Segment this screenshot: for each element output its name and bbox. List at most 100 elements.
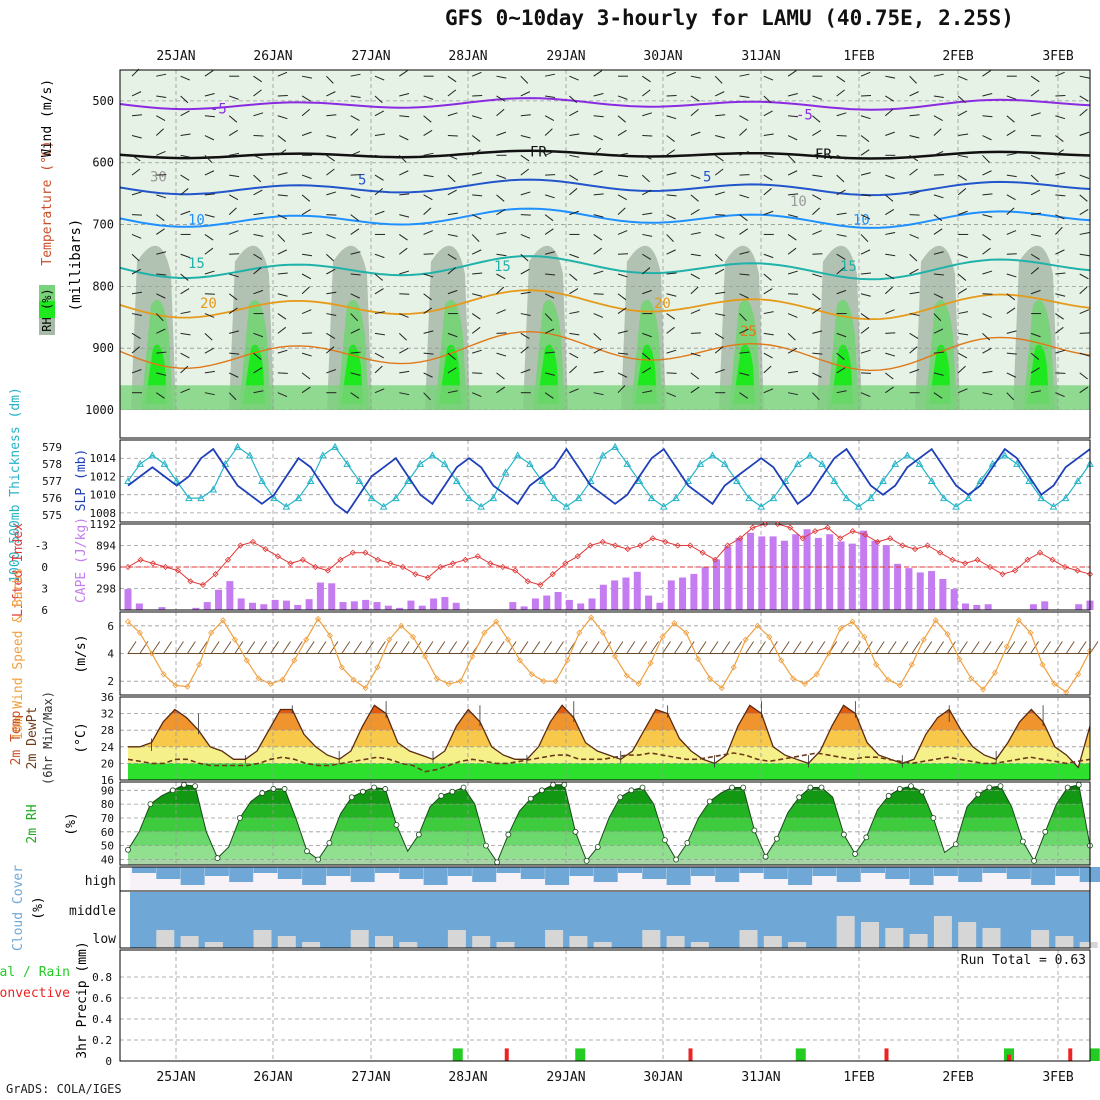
wind10m-panel: 2 4 6 bbox=[107, 611, 1099, 696]
wind10m-point bbox=[635, 680, 642, 687]
cloud-high-bar bbox=[958, 867, 983, 882]
cape-bar bbox=[362, 599, 370, 610]
pressure-tick-label: 700 bbox=[92, 218, 114, 232]
rh2m-units-label: (%) bbox=[64, 812, 79, 835]
temp2m-line bbox=[128, 704, 1091, 769]
wind-barb bbox=[933, 128, 942, 136]
wind-barb bbox=[496, 75, 507, 79]
rh2m-point bbox=[169, 787, 176, 794]
li-point bbox=[287, 560, 294, 567]
wind-barb bbox=[423, 230, 434, 235]
wind-barb bbox=[1079, 372, 1088, 380]
wind-barb bbox=[496, 352, 507, 357]
wind-barb bbox=[666, 326, 675, 334]
cloud-low-bar bbox=[253, 930, 272, 948]
wind-barb bbox=[350, 392, 360, 399]
li-point bbox=[999, 571, 1006, 578]
wind-barb bbox=[229, 95, 239, 100]
wind-barb bbox=[982, 234, 992, 241]
cape-bar bbox=[611, 580, 619, 610]
wind-barb bbox=[642, 233, 653, 237]
cloud-high-bar bbox=[666, 867, 691, 885]
cape-bar bbox=[373, 602, 381, 610]
thickness-point bbox=[647, 494, 656, 502]
temp-contour-25 bbox=[119, 330, 1091, 372]
wind10m-barb bbox=[412, 641, 422, 654]
thickness-point bbox=[672, 494, 680, 502]
temp2m-panel: 16 20 24 28 32 36 bbox=[101, 691, 1091, 787]
wind10m-barb bbox=[365, 641, 374, 654]
wind-barb bbox=[277, 234, 286, 242]
wind-barb bbox=[787, 170, 798, 176]
li-point bbox=[512, 567, 519, 574]
wind-barb bbox=[545, 273, 556, 276]
li-point bbox=[1049, 556, 1056, 563]
wind-barb bbox=[253, 112, 264, 117]
wind10m-barb bbox=[757, 641, 766, 654]
wind-barb bbox=[423, 95, 434, 100]
date-label-top: 25JAN bbox=[156, 49, 195, 64]
wind-barb bbox=[909, 346, 918, 354]
wind10m-line bbox=[127, 616, 1091, 694]
thickness-tick-label: 575 bbox=[42, 509, 62, 522]
thickness-point bbox=[769, 494, 778, 502]
wind-barb bbox=[836, 367, 846, 374]
wind-barb bbox=[399, 270, 410, 275]
thickness-point bbox=[416, 459, 425, 467]
cape-axis-label: CAPE (J/kg) bbox=[74, 517, 89, 603]
wind-barb bbox=[909, 313, 920, 317]
rh2m-point bbox=[1042, 828, 1049, 835]
wind-barb bbox=[471, 135, 481, 142]
date-label-top: 30JAN bbox=[643, 49, 682, 64]
date-label-top: 29JAN bbox=[546, 49, 585, 64]
wind-barb bbox=[666, 135, 675, 142]
wind-barb bbox=[593, 332, 602, 341]
temp-contour-5 bbox=[119, 178, 1091, 197]
wind-barb bbox=[277, 194, 288, 197]
precip-total-label: Total / Rain bbox=[0, 965, 70, 980]
wind-barb bbox=[885, 273, 895, 280]
thickness-point bbox=[209, 485, 218, 493]
wind-barb bbox=[326, 332, 336, 339]
thickness-point bbox=[172, 476, 181, 484]
wind-barb bbox=[1079, 194, 1088, 202]
wind-barb bbox=[812, 372, 822, 378]
li-point bbox=[624, 546, 631, 553]
li-point bbox=[399, 563, 406, 571]
wind-barb bbox=[860, 172, 871, 176]
wind-barb bbox=[350, 372, 361, 376]
wind-barb bbox=[180, 311, 191, 315]
cape-bar bbox=[418, 605, 426, 610]
wind-barb bbox=[350, 194, 361, 199]
wind-barb bbox=[933, 194, 944, 199]
cloud-low-bar bbox=[472, 936, 491, 948]
li-point bbox=[949, 556, 956, 563]
wind-barb bbox=[156, 392, 165, 399]
wind10m-point bbox=[279, 676, 286, 683]
wind-barb bbox=[180, 365, 189, 374]
li-point bbox=[299, 556, 306, 563]
wind10m-point bbox=[861, 633, 868, 640]
wind-barb bbox=[1079, 174, 1090, 179]
thickness-point bbox=[927, 476, 936, 484]
wind10m-point bbox=[196, 661, 203, 668]
precip-total-bar bbox=[575, 1048, 586, 1061]
wind-barb bbox=[544, 214, 554, 222]
thickness-point bbox=[1049, 502, 1058, 510]
wind-barb bbox=[277, 149, 287, 156]
temp-contour-label: 20 bbox=[200, 296, 217, 312]
cape-bar bbox=[837, 541, 845, 610]
cape-bar bbox=[1075, 604, 1083, 610]
temp-tick-label: 24 bbox=[101, 741, 115, 754]
rh-legend-swatch bbox=[39, 285, 55, 301]
wind10m-barb bbox=[555, 641, 564, 654]
wind-barb bbox=[787, 135, 798, 141]
wind-barb bbox=[569, 75, 579, 81]
wind-barb bbox=[1006, 152, 1017, 156]
wind-barb bbox=[131, 346, 140, 354]
wind-barb bbox=[812, 352, 823, 355]
wind-barb bbox=[958, 311, 969, 315]
date-label-top: 26JAN bbox=[253, 49, 292, 64]
wind-barb bbox=[641, 267, 651, 275]
